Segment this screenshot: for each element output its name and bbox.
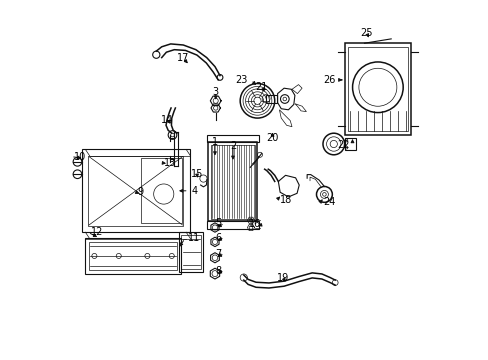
Bar xyxy=(206,221,258,229)
Text: 4: 4 xyxy=(191,186,197,196)
Text: 1: 1 xyxy=(211,137,218,147)
Text: 23: 23 xyxy=(235,75,247,85)
Text: 18: 18 xyxy=(279,195,291,205)
Bar xyxy=(81,149,189,232)
Text: 11: 11 xyxy=(187,233,200,243)
Text: 9: 9 xyxy=(137,186,143,197)
Bar xyxy=(179,232,203,272)
Bar xyxy=(88,156,183,226)
Text: 24: 24 xyxy=(322,197,335,207)
Text: 7: 7 xyxy=(215,249,222,259)
Bar xyxy=(85,238,181,274)
Text: 20: 20 xyxy=(266,132,278,143)
Bar xyxy=(347,47,407,131)
Text: 3: 3 xyxy=(212,87,218,97)
Bar xyxy=(265,95,276,103)
Text: 12: 12 xyxy=(91,227,103,237)
Text: 17: 17 xyxy=(177,53,189,63)
Bar xyxy=(208,142,257,221)
Text: 13: 13 xyxy=(163,158,176,168)
Bar xyxy=(141,158,182,223)
Text: 21: 21 xyxy=(255,82,267,92)
Bar xyxy=(344,43,410,135)
Text: 14: 14 xyxy=(161,114,173,125)
Text: 5: 5 xyxy=(215,218,222,228)
Text: 16: 16 xyxy=(249,219,261,229)
Text: 15: 15 xyxy=(190,168,203,179)
Text: 26: 26 xyxy=(323,75,335,85)
Text: 19: 19 xyxy=(277,273,289,283)
Bar xyxy=(206,135,258,142)
Bar xyxy=(344,138,355,150)
Text: 22: 22 xyxy=(336,140,349,150)
Bar xyxy=(89,242,177,270)
Text: 25: 25 xyxy=(360,28,372,38)
Text: 6: 6 xyxy=(215,233,222,243)
Bar xyxy=(211,145,254,219)
Text: 2: 2 xyxy=(229,141,236,151)
Text: 10: 10 xyxy=(74,152,86,162)
Bar xyxy=(181,235,201,269)
Text: 8: 8 xyxy=(215,266,222,276)
